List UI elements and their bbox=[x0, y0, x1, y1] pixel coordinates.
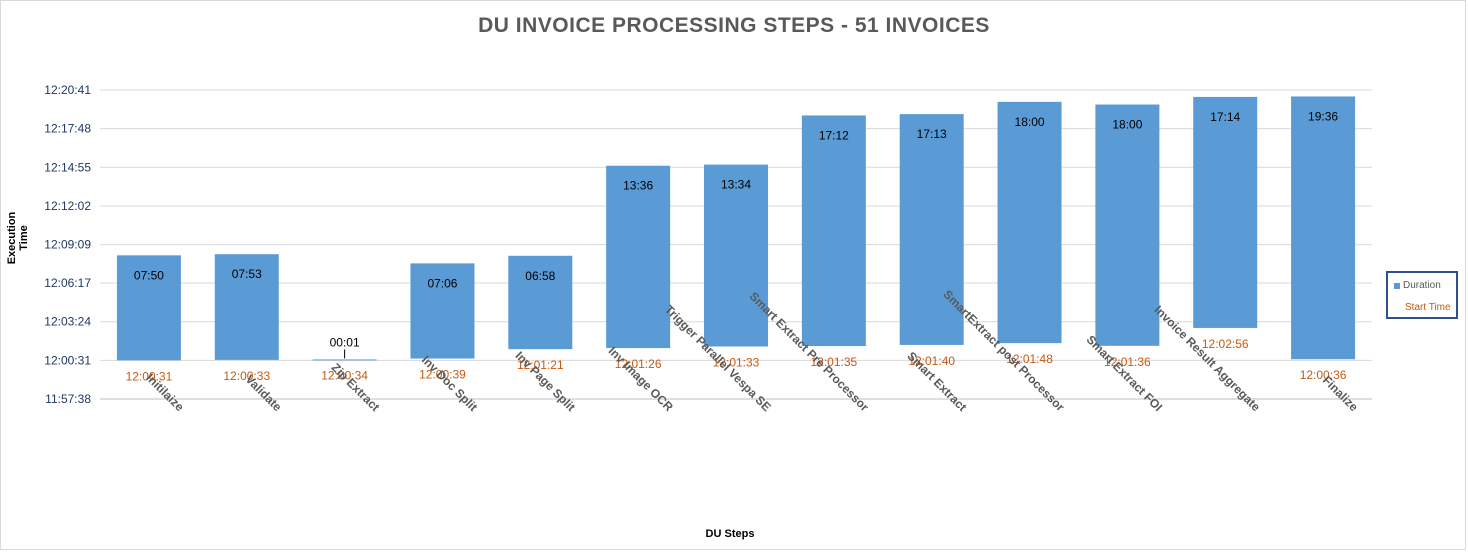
y-axis-label: Execution Time bbox=[6, 211, 30, 265]
y-tick-label: 11:57:38 bbox=[45, 392, 91, 406]
start-time-label: 12:00:39 bbox=[419, 368, 466, 382]
duration-bar bbox=[704, 164, 768, 347]
duration-bar bbox=[214, 254, 279, 360]
duration-bar bbox=[116, 255, 181, 361]
start-time-label: 12:00:34 bbox=[321, 369, 368, 383]
duration-label: 00:01 bbox=[330, 335, 360, 349]
duration-label: 07:06 bbox=[427, 276, 457, 290]
duration-label: 06:58 bbox=[525, 269, 555, 283]
duration-bar bbox=[312, 359, 377, 361]
start-time-label: 12:01:26 bbox=[615, 357, 662, 371]
legend-label-duration: Duration bbox=[1403, 280, 1441, 291]
start-time-label: 12:01:21 bbox=[517, 358, 564, 372]
legend-item-start-time: Start Time bbox=[1405, 302, 1451, 313]
y-tick-label: 12:00:31 bbox=[44, 353, 91, 367]
duration-label: 13:34 bbox=[721, 178, 751, 192]
duration-label: 19:36 bbox=[1308, 109, 1338, 123]
duration-label: 18:00 bbox=[1015, 115, 1045, 129]
start-time-label: 12:01:36 bbox=[1104, 355, 1151, 369]
x-tick-label: Inv Image OCR bbox=[606, 344, 676, 414]
start-time-label: 12:01:35 bbox=[810, 355, 857, 369]
start-time-label: 12:00:33 bbox=[223, 369, 270, 383]
legend-label-start-time: Start Time bbox=[1405, 302, 1451, 313]
legend-item-duration: Duration bbox=[1394, 280, 1441, 291]
duration-bar bbox=[1291, 96, 1356, 360]
duration-label: 17:13 bbox=[917, 127, 947, 141]
start-time-label: 12:01:40 bbox=[908, 354, 955, 368]
y-tick-label: 12:20:41 bbox=[44, 83, 91, 97]
duration-label: 07:53 bbox=[232, 267, 262, 281]
y-tick-label: 12:14:55 bbox=[44, 160, 91, 174]
y-tick-label: 12:06:17 bbox=[44, 276, 91, 290]
y-tick-label: 12:03:24 bbox=[44, 315, 91, 329]
start-time-label: 12:00:36 bbox=[1300, 368, 1347, 382]
duration-bar bbox=[508, 255, 573, 350]
duration-bar bbox=[606, 165, 671, 349]
x-axis-label: DU Steps bbox=[705, 528, 755, 540]
duration-bar bbox=[801, 115, 866, 347]
duration-bar bbox=[1095, 104, 1160, 346]
duration-label: 07:50 bbox=[134, 268, 164, 282]
duration-bar bbox=[1193, 96, 1258, 328]
start-time-label: 12:01:33 bbox=[713, 355, 760, 369]
duration-label: 17:14 bbox=[1210, 110, 1240, 124]
legend-swatch-duration bbox=[1394, 282, 1400, 289]
legend: Duration Start Time bbox=[1386, 271, 1458, 319]
duration-bar bbox=[997, 101, 1062, 344]
duration-bar bbox=[899, 114, 964, 345]
x-tick-label: Inv Doc Split bbox=[419, 353, 480, 414]
y-tick-label: 12:12:02 bbox=[44, 199, 91, 213]
y-tick-label: 12:09:09 bbox=[44, 238, 91, 252]
start-time-label: 12:01:48 bbox=[1006, 352, 1053, 366]
chart-title: DU INVOICE PROCESSING STEPS - 51 INVOICE… bbox=[478, 14, 990, 37]
duration-label: 18:00 bbox=[1112, 118, 1142, 132]
duration-label: 17:12 bbox=[819, 128, 849, 142]
duration-bar bbox=[410, 263, 475, 359]
duration-label: 13:36 bbox=[623, 179, 653, 193]
start-time-label: 12:02:56 bbox=[1202, 337, 1249, 351]
y-tick-label: 12:17:48 bbox=[44, 122, 91, 136]
start-time-label: 12:00:31 bbox=[126, 369, 173, 383]
